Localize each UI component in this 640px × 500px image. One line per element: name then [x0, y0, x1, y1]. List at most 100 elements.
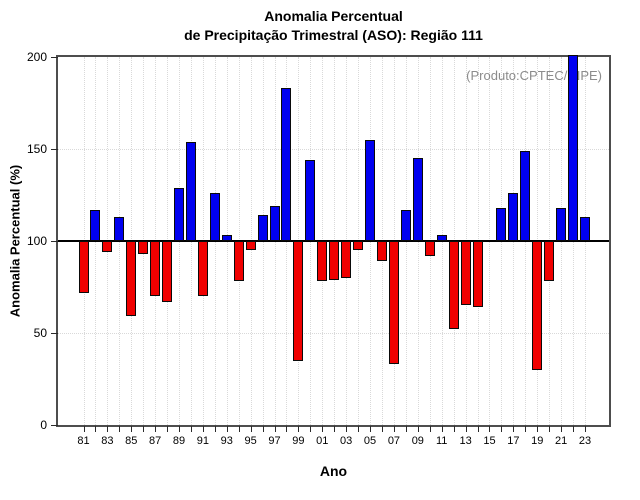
bar-14: [472, 241, 483, 308]
bar-01: [317, 241, 328, 282]
x-tick-label: 13: [459, 435, 472, 447]
bar-88: [162, 241, 173, 302]
x-tick-label: 89: [172, 435, 186, 447]
x-tick-label: 99: [292, 435, 305, 447]
x-tick-label: 01: [316, 435, 329, 447]
x-tick-label: 15: [483, 435, 496, 447]
y-tick: [51, 57, 58, 58]
horizontal-gridline: [58, 149, 609, 150]
y-tick: [51, 425, 58, 426]
x-tick: [549, 426, 551, 432]
y-tick-label: 100: [26, 234, 47, 248]
x-tick: [441, 426, 443, 432]
plot-area: (Produto:CPTEC/INPE): [56, 55, 611, 427]
x-axis-label: Ano: [319, 463, 348, 479]
bar-08: [400, 209, 411, 241]
x-tick-label: 05: [363, 435, 377, 447]
x-tick-label: 93: [220, 435, 233, 447]
bar-91: [197, 241, 208, 297]
x-tick: [489, 426, 491, 432]
bar-92: [209, 193, 220, 241]
x-tick: [167, 426, 169, 432]
bar-09: [412, 158, 423, 241]
bar-12: [448, 241, 459, 330]
bar-layer: [58, 55, 609, 425]
bar-89: [174, 187, 185, 241]
x-tick: [262, 426, 264, 432]
x-tick: [453, 426, 455, 432]
x-tick: [226, 426, 228, 432]
y-tick-label: 0: [40, 418, 47, 432]
x-tick: [405, 426, 407, 432]
bar-85: [126, 241, 137, 317]
y-tick: [51, 241, 58, 242]
x-tick: [561, 426, 563, 432]
bar-95: [245, 241, 256, 251]
bar-04: [353, 241, 364, 251]
bar-05: [365, 139, 376, 241]
x-tick: [310, 426, 312, 432]
x-tick: [143, 426, 145, 432]
x-tick-label: 91: [196, 435, 210, 447]
bar-10: [424, 241, 435, 256]
x-tick: [190, 426, 192, 432]
bar-20: [544, 241, 555, 282]
x-tick: [298, 426, 300, 432]
x-tick-label: 11: [435, 435, 448, 447]
y-tick: [51, 333, 58, 334]
bar-03: [341, 241, 352, 278]
x-tick-label: 09: [411, 435, 424, 447]
x-tick: [537, 426, 539, 432]
bar-90: [185, 141, 196, 241]
x-tick: [274, 426, 276, 432]
x-tick-label: 19: [531, 435, 544, 447]
bar-22: [568, 55, 579, 241]
bar-93: [221, 235, 232, 241]
x-tick: [214, 426, 216, 432]
x-tick-label: 83: [101, 435, 114, 447]
x-tick: [525, 426, 527, 432]
bar-97: [269, 206, 280, 241]
x-tick-label: 03: [340, 435, 353, 447]
bar-00: [305, 160, 316, 241]
bar-07: [388, 241, 399, 365]
chart-title-line2: de Precipitação Trimestral (ASO): Região…: [184, 27, 483, 43]
bar-18: [520, 150, 531, 241]
bar-82: [90, 209, 101, 241]
bar-84: [114, 217, 125, 241]
bar-99: [293, 241, 304, 361]
bar-23: [579, 217, 590, 241]
x-tick: [83, 426, 85, 432]
bar-19: [532, 241, 543, 370]
x-tick: [429, 426, 431, 432]
bar-02: [329, 241, 340, 280]
x-tick-label: 95: [244, 435, 257, 447]
x-tick: [155, 426, 157, 432]
bar-94: [233, 241, 244, 282]
x-tick: [119, 426, 121, 432]
x-tick-label: 23: [578, 435, 592, 447]
bar-16: [496, 207, 507, 241]
x-tick: [179, 426, 181, 432]
x-tick: [393, 426, 395, 432]
horizontal-gridline: [58, 333, 609, 334]
x-tick: [417, 426, 419, 432]
x-tick: [382, 426, 383, 432]
x-tick: [358, 426, 360, 432]
bar-81: [78, 241, 89, 293]
x-tick: [513, 426, 515, 432]
x-tick: [346, 426, 348, 432]
x-tick: [238, 426, 240, 432]
bar-98: [281, 88, 292, 241]
x-tick: [107, 426, 109, 432]
bar-87: [150, 241, 161, 297]
bar-96: [257, 215, 268, 241]
x-tick-label: 07: [387, 435, 401, 447]
x-tick: [322, 426, 324, 432]
bar-11: [436, 235, 447, 241]
x-tick: [465, 426, 467, 432]
x-tick-label: 87: [149, 435, 162, 447]
y-tick-label: 150: [26, 142, 47, 156]
x-tick: [573, 426, 575, 432]
chart-title-line1: Anomalia Percentual: [264, 8, 403, 24]
